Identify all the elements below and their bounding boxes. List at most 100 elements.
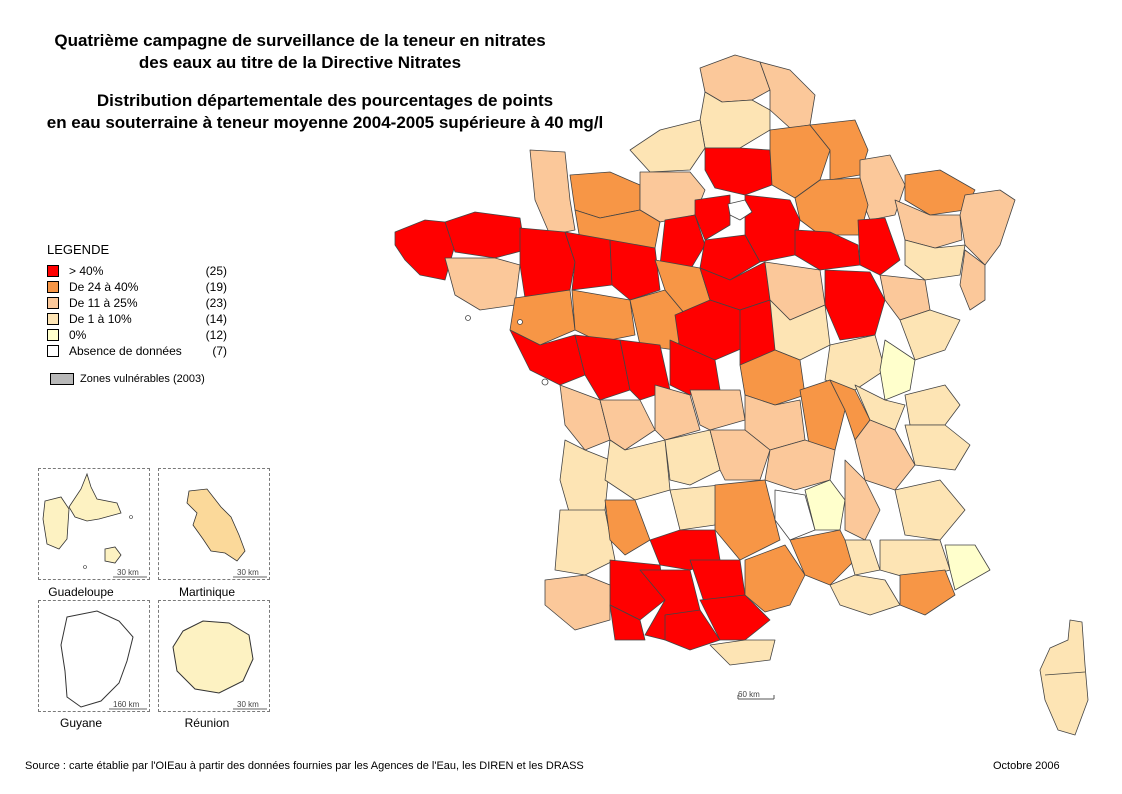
dept-paris <box>727 199 753 221</box>
dept-haute-marne <box>857 217 901 276</box>
map-title: Quatrième campagne de surveillance de la… <box>5 30 595 74</box>
dept-val-oise <box>694 194 731 241</box>
dept-aude <box>699 594 771 641</box>
dept-gard <box>789 529 856 586</box>
zones-label: Zones vulnérables (2003) <box>80 373 205 385</box>
legend-label: > 40% <box>69 264 104 278</box>
dept-hautes-pyrenees <box>609 604 646 641</box>
inset-label-reunion: Réunion <box>184 716 230 730</box>
dept-loire-atlantique <box>509 289 576 346</box>
dept-lot-garonne <box>604 499 651 556</box>
dept-doubs <box>899 309 961 361</box>
legend-label: De 11 à 25% <box>69 296 138 310</box>
legend-label: De 24 à 40% <box>69 280 139 294</box>
dept-mayenne <box>564 231 613 291</box>
inset-label-guadeloupe: Guadeloupe <box>48 585 114 599</box>
inset-scale-label: 30 km <box>237 700 259 709</box>
inset-reunion: 30 km <box>158 600 270 712</box>
legend-count: (14) <box>205 312 227 326</box>
dept-bouches-rhone <box>829 574 901 616</box>
dept-essonne <box>699 234 761 281</box>
dept-maine-loire <box>571 289 636 343</box>
legend-swatch <box>47 297 59 309</box>
legend-count: (7) <box>212 344 227 358</box>
legend-swatch <box>47 265 59 277</box>
legend-count: (12) <box>205 328 227 342</box>
title-line-2: des eaux au titre de la Directive Nitrat… <box>138 53 462 72</box>
title-line-1: Quatrième campagne de surveillance de la… <box>54 31 546 50</box>
dept-ardeche <box>804 479 846 531</box>
dept-cotes-armor <box>444 211 526 259</box>
legend-heading: LEGENDE <box>47 242 110 257</box>
dept-ain <box>854 384 906 431</box>
inset-scale-label: 30 km <box>117 568 139 577</box>
dept-charente <box>599 399 656 451</box>
dept-oise <box>704 147 773 196</box>
inset-label-martinique: Martinique <box>178 585 236 599</box>
island-2 <box>517 319 523 325</box>
dept-gironde <box>559 439 611 516</box>
legend-swatch <box>47 329 59 341</box>
legend-swatch <box>47 345 59 357</box>
legend-zones-row: Zones vulnérables (2003) <box>50 373 227 385</box>
legend-row: Absence de données (7) <box>47 343 227 359</box>
island-1 <box>465 315 471 321</box>
dept-seine-maritime <box>629 119 706 173</box>
map-subtitle: Distribution départementale des pourcent… <box>0 90 650 134</box>
dept-lot <box>669 484 721 531</box>
dept-ariege <box>664 609 721 651</box>
legend-label: De 1 à 10% <box>69 312 132 326</box>
dept-bas-rhin <box>959 189 1016 266</box>
dept-haute-vienne <box>654 384 701 441</box>
dept-landes <box>554 509 616 576</box>
legend-row: De 11 à 25% (23) <box>47 295 227 311</box>
dept-alpes-maritimes <box>944 544 991 591</box>
dept-pyrenees-or <box>709 639 776 666</box>
dept-vosges <box>904 239 966 281</box>
legend: LEGENDE > 40% (25) De 24 à 40% (19) De 1… <box>47 242 227 385</box>
source-note: Source : carte établie par l'OIEau à par… <box>25 760 584 772</box>
dept-manche <box>529 149 576 236</box>
legend-count: (19) <box>205 280 227 294</box>
dept-haute-savoie <box>904 384 961 426</box>
inset-guadeloupe: 30 km <box>38 468 150 580</box>
legend-label: Absence de données <box>69 344 182 358</box>
dept-aveyron <box>714 479 781 561</box>
dept-aube <box>794 229 861 271</box>
dept-haut-rhin <box>959 249 986 311</box>
corse-divider <box>1044 671 1086 676</box>
dept-hautes-alpes <box>894 479 966 541</box>
dept-savoie <box>904 424 971 471</box>
legend-row: De 1 à 10% (14) <box>47 311 227 327</box>
dept-cantal <box>709 429 771 481</box>
inset-scale-label: 30 km <box>237 568 259 577</box>
island-3 <box>541 378 549 386</box>
dept-dordogne <box>604 439 671 501</box>
dept-calvados <box>569 171 641 219</box>
inset-label-guyane: Guyane <box>59 716 103 730</box>
dept-saone-loire <box>824 334 886 391</box>
title-line-4: en eau souterraine à teneur moyenne 2004… <box>46 113 604 132</box>
dept-var <box>899 569 956 616</box>
zones-swatch <box>50 373 74 385</box>
dept-finistere <box>394 219 456 281</box>
dept-creuse <box>689 389 746 431</box>
dept-correze <box>664 429 721 486</box>
legend-swatch <box>47 313 59 325</box>
dept-sarthe <box>609 239 661 301</box>
main-scale-label: 60 km <box>738 690 760 699</box>
legend-label: 0% <box>69 328 87 342</box>
dept-deux-sevres <box>574 334 631 401</box>
inset-scale-label: 160 km <box>113 700 140 709</box>
legend-count: (25) <box>205 264 227 278</box>
legend-count: (23) <box>205 296 227 310</box>
date-note: Octobre 2006 <box>993 760 1060 772</box>
main-scale-bar <box>737 695 775 700</box>
inset-guyane: 160 km <box>38 600 150 712</box>
dept-charente-maritime <box>559 384 611 451</box>
dept-yvelines <box>659 214 706 271</box>
dept-pyrenees-atl <box>544 574 611 631</box>
dept-jura <box>879 339 916 401</box>
dept-lozere <box>774 489 816 541</box>
